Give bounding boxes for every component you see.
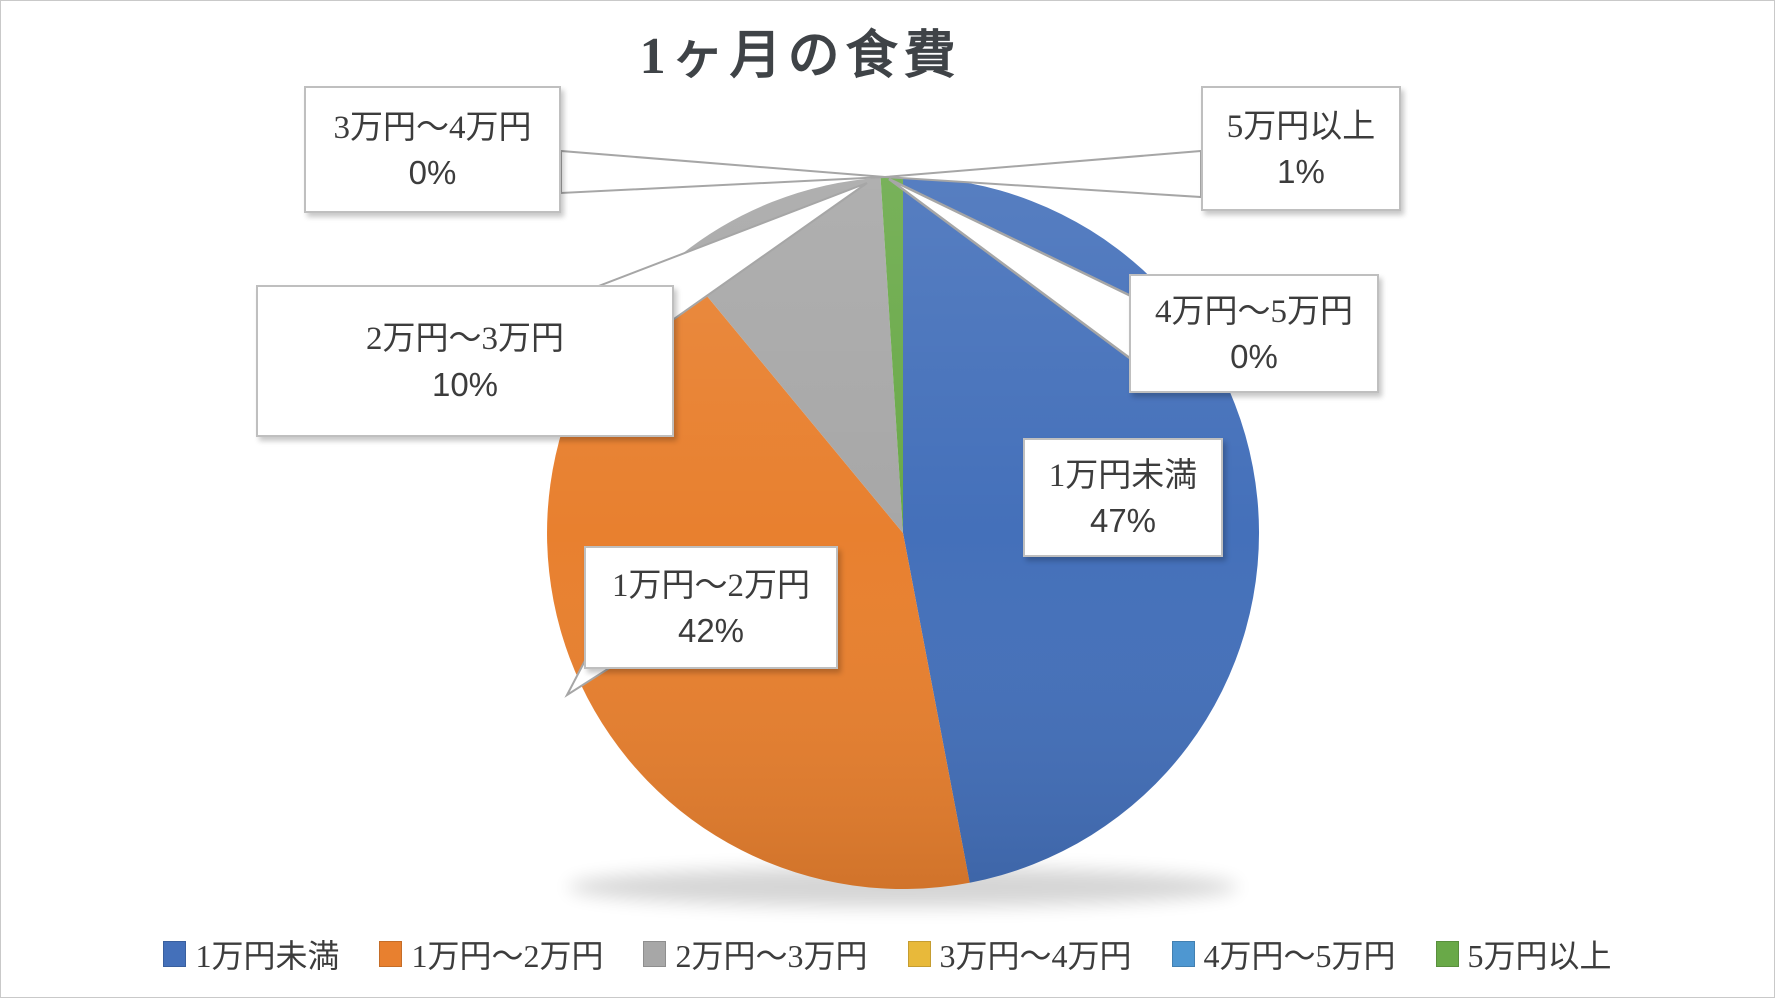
legend-swatch <box>1435 941 1459 967</box>
callout-percent: 0% <box>1230 338 1278 376</box>
callout-label: 5万円以上 <box>1226 108 1376 145</box>
callout-percent: 47% <box>1089 502 1157 540</box>
callout-label: 4万円〜5万円 <box>1155 293 1353 330</box>
callout-percent: 0% <box>408 154 457 192</box>
legend-item: 4万円〜5万円 <box>1171 931 1396 977</box>
legend: 1万円未満 1万円〜2万円 2万円〜3万円 3万円〜4万円 4万円〜5万円 5万円以上 <box>1 931 1774 977</box>
legend-item: 1万円〜2万円 <box>379 931 603 977</box>
pie-gloss-overlay <box>547 177 1259 889</box>
callout-percent: 1% <box>1277 153 1325 191</box>
legend-label: 1万円未満 <box>195 938 340 974</box>
legend-item: 2万円〜3万円 <box>643 931 868 977</box>
legend-label: 1万円〜2万円 <box>411 938 604 974</box>
callout-label: 1万円〜2万円 <box>612 567 810 604</box>
legend-item: 1万円未満 <box>163 931 339 977</box>
legend-item: 5万円以上 <box>1435 931 1612 977</box>
legend-swatch <box>643 941 667 967</box>
legend-label: 2万円〜3万円 <box>675 938 868 974</box>
callout-4man5man: 4万円〜5万円 0% <box>1129 274 1379 393</box>
legend-swatch <box>379 941 403 967</box>
chart-title: 1ヶ月の食費 <box>639 28 962 85</box>
legend-swatch <box>1171 941 1195 967</box>
callout-percent: 10% <box>431 365 499 403</box>
legend-label: 4万円〜5万円 <box>1203 938 1396 974</box>
callout-label: 3万円〜4万円 <box>333 109 532 146</box>
callout-leader-3man4man <box>560 149 886 195</box>
legend-swatch <box>163 941 187 967</box>
callout-2man3man: 2万円〜3万円 10% <box>256 285 674 437</box>
legend-label: 5万円以上 <box>1467 938 1612 974</box>
callout-5man-ijou: 5万円以上 1% <box>1201 86 1401 211</box>
callout-3man4man: 3万円〜4万円 0% <box>304 86 561 213</box>
callout-1man2man: 1万円〜2万円 42% <box>584 546 838 669</box>
legend-label: 3万円〜4万円 <box>939 938 1132 974</box>
legend-swatch <box>907 941 931 967</box>
callout-label: 2万円〜3万円 <box>366 321 564 358</box>
legend-item: 3万円〜4万円 <box>907 931 1132 977</box>
callout-1man-miman: 1万円未満 47% <box>1023 438 1223 557</box>
callout-percent: 42% <box>677 612 745 650</box>
callout-label: 1万円未満 <box>1048 457 1198 494</box>
